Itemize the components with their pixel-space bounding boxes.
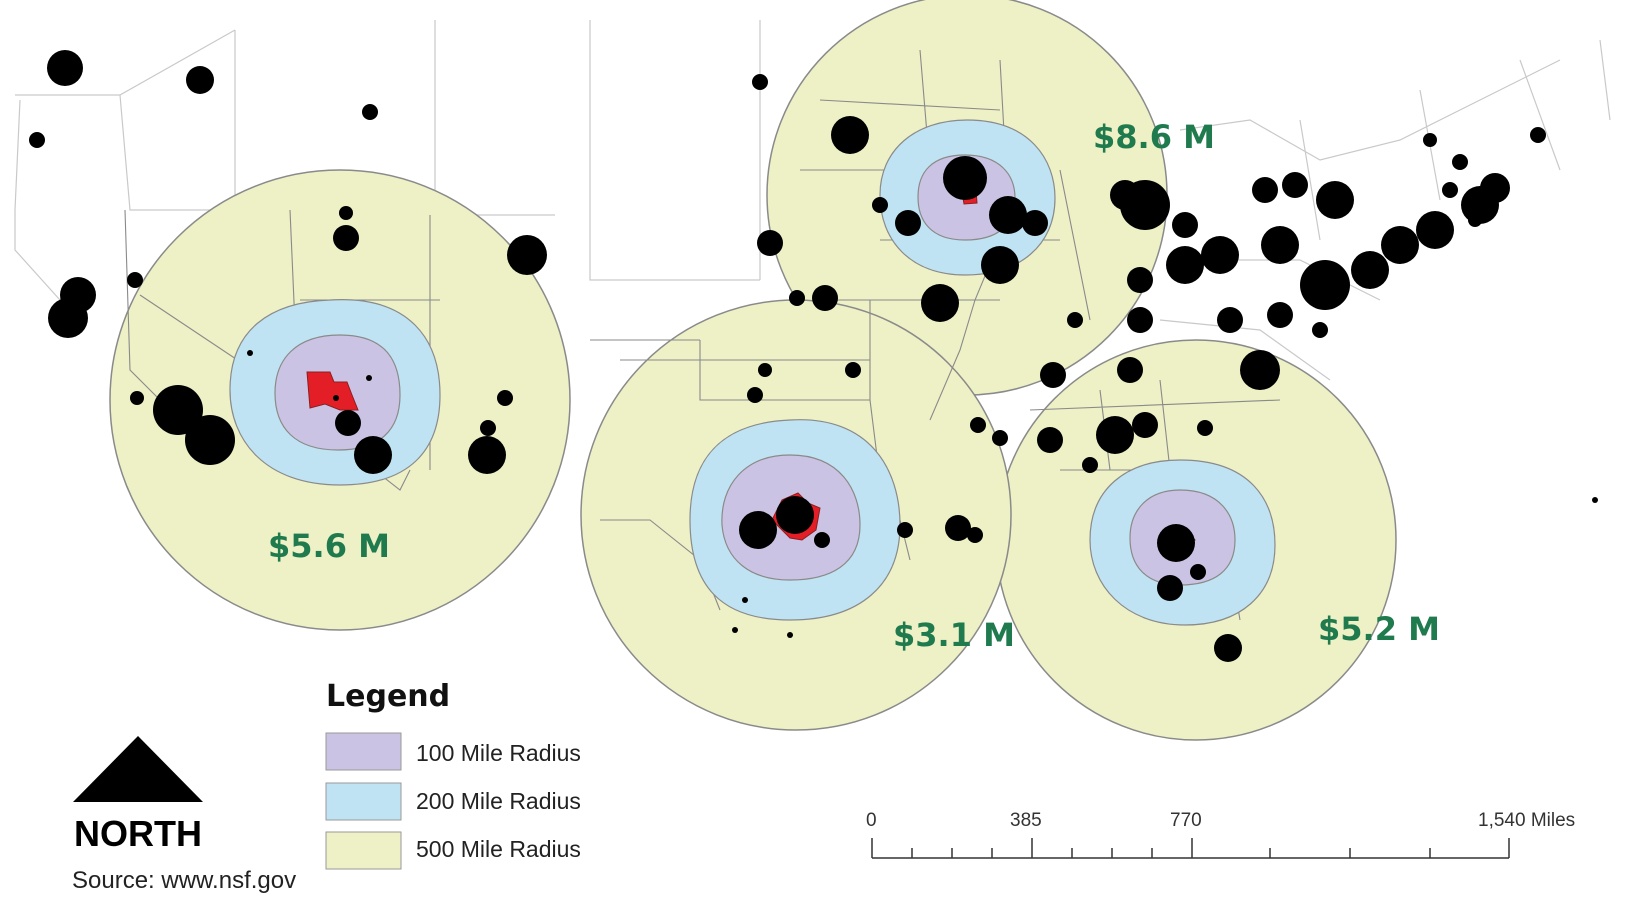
- north-arrow-icon: [73, 736, 203, 802]
- value-midwest: $8.6 M: [1093, 118, 1215, 156]
- scale-tick-0: 0: [866, 810, 877, 831]
- scale-tick-385: 385: [1010, 810, 1042, 831]
- value-southwest: $5.6 M: [268, 527, 390, 565]
- population-dots: [29, 50, 1598, 662]
- legend-label-100: 100 Mile Radius: [416, 740, 581, 766]
- legend-title: Legend: [326, 679, 450, 714]
- north-label: NORTH: [74, 813, 202, 854]
- scale-tick-770: 770: [1170, 810, 1202, 831]
- legend-label-200: 200 Mile Radius: [416, 788, 581, 814]
- legend: Legend 100 Mile Radius 200 Mile Radius 5…: [325, 679, 581, 870]
- value-florida: $5.2 M: [1318, 610, 1440, 648]
- source-text: Source: www.nsf.gov: [72, 867, 296, 894]
- region-values: $5.6 M $3.1 M $8.6 M $5.2 M: [268, 118, 1440, 654]
- legend-swatch-100: [325, 732, 402, 771]
- site-southwest: [306, 371, 359, 411]
- scale-bar: [871, 838, 1510, 859]
- legend-label-500: 500 Mile Radius: [416, 836, 581, 862]
- scale-tick-1540: 1,540 Miles: [1478, 810, 1575, 831]
- legend-swatch-500: [325, 831, 402, 870]
- legend-swatch-200: [325, 782, 402, 821]
- north-arrow: NORTH: [73, 736, 203, 854]
- value-texas: $3.1 M: [893, 616, 1015, 654]
